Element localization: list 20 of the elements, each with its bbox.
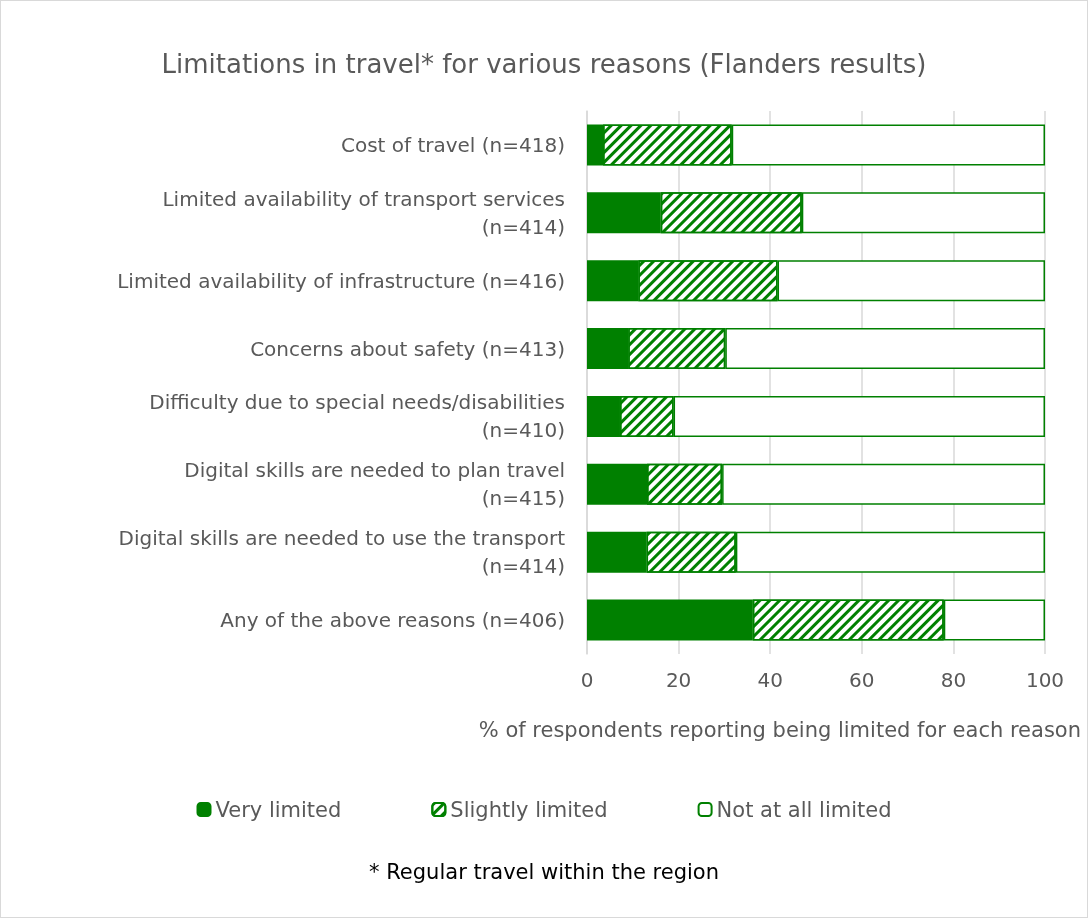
x-axis-title: % of respondents reporting being limited for each reason [478,717,1082,742]
y-tick-label: Limited availability of infrastructure (n=416) [117,268,565,293]
x-tick-label: 20 [665,668,692,692]
y-tick-label: Any of the above reasons (n=406) [220,608,565,633]
chart-title: Limitations in travel* for various reasons (Flanders results) [161,49,927,79]
legend-label: Very limited [215,797,342,822]
x-tick-label: 80 [940,668,967,692]
x-tick-label: 0 [580,668,594,692]
x-tick-label: 60 [849,668,875,692]
y-tick-label: Concerns about safety (n=413) [250,336,565,361]
y-tick-label: Limited availability of transport services (n=414) [162,186,565,239]
legend-label: Slightly limited [450,797,608,822]
x-tick-label: 40 [757,668,783,692]
y-tick-label: Difficulty due to special needs/disabilities (n=410) [149,390,565,443]
text: * Regular travel within the region [369,859,719,884]
x-tick-label: 100 [1025,668,1065,692]
y-tick-label: Cost of travel (n=418) [340,132,565,157]
y-tick-label: Digital skills are needed to use the transport (n=414) [118,526,566,579]
y-tick-label: Digital skills are needed to plan travel (n=415) [184,458,565,511]
legend-label: Not at all limited [716,797,892,822]
